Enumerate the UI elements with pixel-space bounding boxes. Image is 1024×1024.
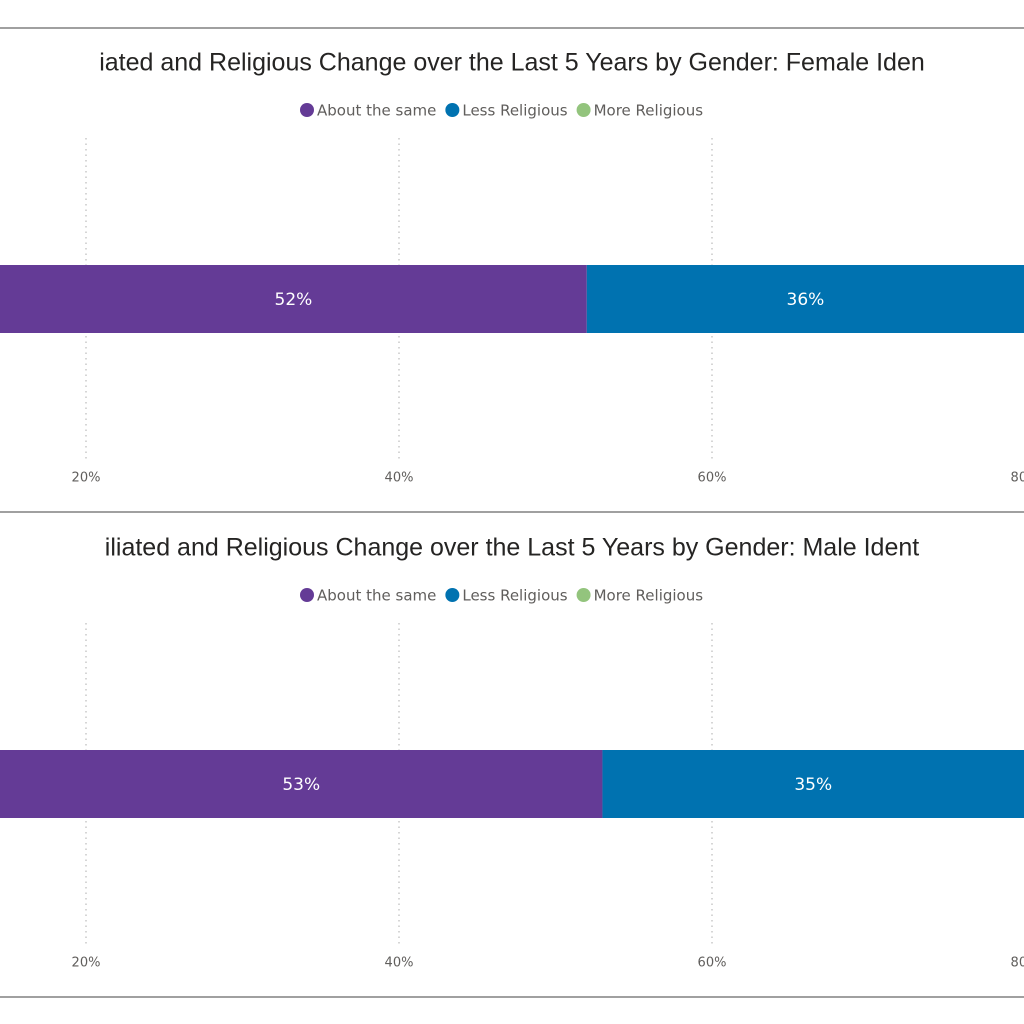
x-tick-label: 40% (385, 956, 414, 971)
x-tick-label: 60% (698, 956, 727, 971)
legend-marker (300, 103, 314, 117)
x-tick-label: 20% (72, 471, 101, 486)
bar-segment (586, 265, 1024, 333)
bar-segment (0, 265, 587, 333)
legend-label: About the same (317, 587, 436, 605)
legend-marker (576, 588, 591, 602)
legend-marker (445, 588, 460, 602)
legend-marker (300, 588, 314, 602)
chart-title: iliated and Religious Change over the La… (105, 534, 919, 562)
x-tick-label: 80% (1011, 471, 1024, 486)
chart-title: iated and Religious Change over the Last… (99, 49, 925, 77)
data-label: 53% (282, 775, 320, 795)
data-label: 52% (275, 290, 313, 310)
bar-segment (0, 750, 603, 818)
bar-segment (602, 750, 1024, 818)
legend-marker (445, 103, 460, 117)
x-tick-label: 20% (72, 956, 101, 971)
legend-label: Less Religious (462, 587, 567, 605)
legend-label: More Religious (594, 587, 704, 605)
data-label: 36% (787, 290, 825, 310)
data-label: 35% (794, 775, 832, 795)
x-tick-label: 80% (1011, 956, 1024, 971)
x-tick-label: 40% (385, 471, 414, 486)
legend-label: About the same (317, 102, 436, 120)
legend-marker (576, 103, 591, 117)
legend-label: More Religious (594, 102, 704, 120)
legend-label: Less Religious (462, 102, 567, 120)
x-tick-label: 60% (698, 471, 727, 486)
